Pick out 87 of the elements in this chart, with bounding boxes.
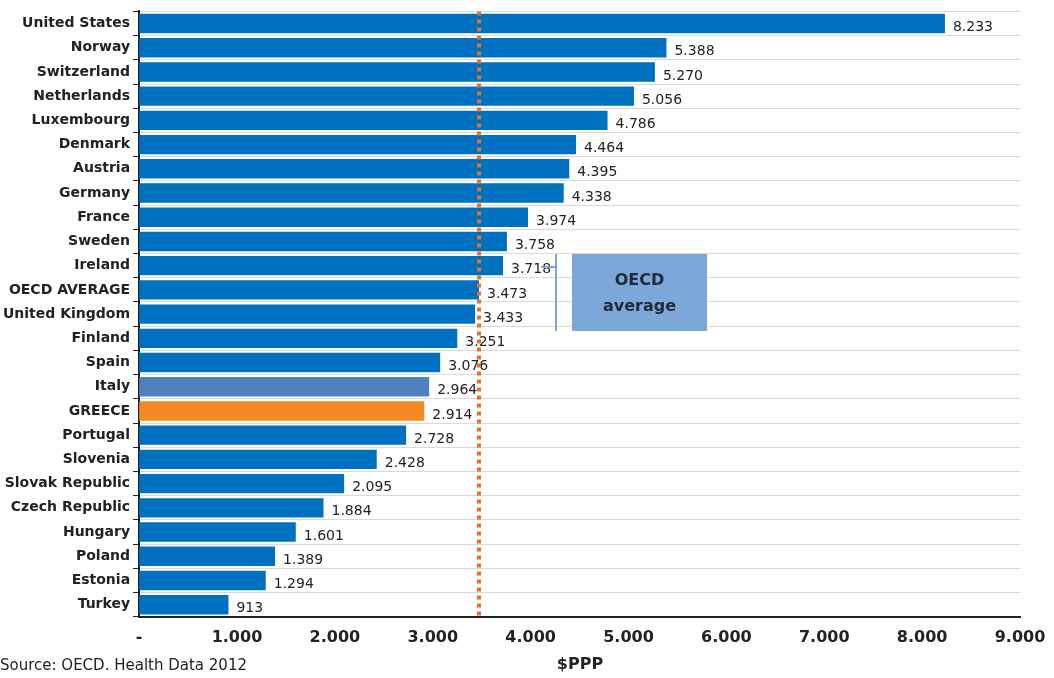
data-label: 5.270 — [662, 66, 703, 83]
bar — [139, 62, 655, 82]
y-tick-label: Portugal — [62, 425, 131, 442]
data-label: 2.428 — [384, 454, 425, 471]
bar — [139, 231, 507, 252]
data-label: 2.728 — [414, 429, 455, 446]
data-label: 1.389 — [283, 550, 324, 567]
data-label: 3.473 — [487, 284, 528, 301]
annotation: OECD average — [601, 268, 678, 317]
bar — [139, 255, 503, 276]
bar — [139, 352, 441, 373]
bar — [139, 207, 529, 227]
y-tick-label: Slovenia — [62, 450, 131, 467]
bar — [139, 183, 564, 203]
y-tick-label: France — [77, 207, 131, 224]
data-label: 1.294 — [273, 575, 314, 592]
x-tick-label: 1.000 — [211, 626, 263, 646]
y-tick-label: Spain — [85, 353, 131, 370]
data-label: 3.758 — [514, 236, 556, 253]
bar — [139, 377, 430, 397]
y-tick-label: Czech Republic — [10, 498, 131, 515]
bar — [139, 449, 377, 470]
x-tick-label: 9.000 — [994, 626, 1046, 646]
data-label: 3.251 — [465, 332, 506, 349]
data-label: 4.338 — [571, 187, 612, 204]
data-label: 4.464 — [584, 139, 625, 156]
x-tick-label: 4.000 — [505, 626, 556, 646]
data-label: 5.388 — [674, 42, 715, 59]
y-tick-label: Switzerland — [36, 62, 131, 79]
y-tick-label: Poland — [75, 546, 131, 563]
x-tick-label: - — [135, 626, 143, 646]
bar — [139, 473, 345, 494]
y-tick-label: GREECE — [68, 401, 131, 418]
bar — [139, 38, 667, 58]
bar — [139, 546, 276, 566]
x-tick-label: 8.000 — [896, 626, 948, 646]
y-tick-label: Italy — [94, 377, 131, 394]
bar — [139, 425, 407, 445]
bar — [139, 570, 266, 591]
source-note: Source: OECD. Health Data 2012 — [0, 656, 247, 674]
bar — [139, 134, 577, 155]
y-tick-label: Turkey — [77, 595, 131, 612]
data-label: 4.395 — [577, 163, 618, 180]
y-tick-label: Hungary — [62, 522, 131, 539]
bar — [139, 280, 480, 300]
y-tick-label: OECD AVERAGE — [8, 280, 131, 297]
y-tick-label: Norway — [70, 38, 131, 55]
data-label: 1.884 — [331, 502, 372, 519]
y-tick-label: United States — [22, 14, 131, 31]
y-tick-label: Estonia — [71, 571, 131, 588]
data-label: 3.974 — [536, 211, 577, 228]
data-label: 913 — [236, 599, 264, 616]
x-tick-label: 5.000 — [603, 626, 654, 646]
y-tick-label: Austria — [73, 159, 131, 176]
data-label: 2.964 — [437, 381, 478, 398]
x-tick-label: 3.000 — [407, 626, 459, 646]
x-axis-title: $PPP — [555, 654, 605, 673]
bar — [139, 498, 324, 518]
x-tick-label: 6.000 — [701, 626, 752, 646]
y-tick-label: Germany — [59, 183, 131, 200]
bar — [139, 110, 608, 131]
bar — [139, 401, 425, 421]
bar — [139, 595, 229, 615]
data-label: 4.786 — [615, 115, 656, 132]
bar — [139, 86, 634, 106]
data-label: 2.914 — [432, 405, 473, 422]
data-label: 3.433 — [483, 308, 524, 325]
y-tick-label: Netherlands — [33, 86, 131, 103]
x-tick-label: 2.000 — [309, 626, 361, 646]
bar — [139, 328, 458, 348]
y-tick-label: United Kingdom — [2, 304, 131, 321]
data-label: 3.076 — [448, 357, 489, 374]
bar — [139, 522, 296, 542]
x-tick-label: 7.000 — [798, 626, 850, 646]
y-tick-label: Luxembourg — [31, 111, 131, 128]
y-tick-label: Finland — [71, 328, 131, 345]
y-tick-label: Denmark — [58, 135, 131, 152]
data-label: 8.233 — [952, 18, 994, 35]
bar — [139, 304, 476, 324]
data-label: 5.056 — [641, 90, 683, 107]
bar — [139, 13, 945, 34]
data-label: 2.095 — [352, 478, 393, 495]
bar — [139, 159, 570, 179]
y-tick-label: Sweden — [68, 232, 131, 249]
data-label: 1.601 — [303, 526, 344, 543]
y-tick-label: Ireland — [74, 256, 131, 273]
y-tick-label: Slovak Republic — [4, 474, 131, 491]
